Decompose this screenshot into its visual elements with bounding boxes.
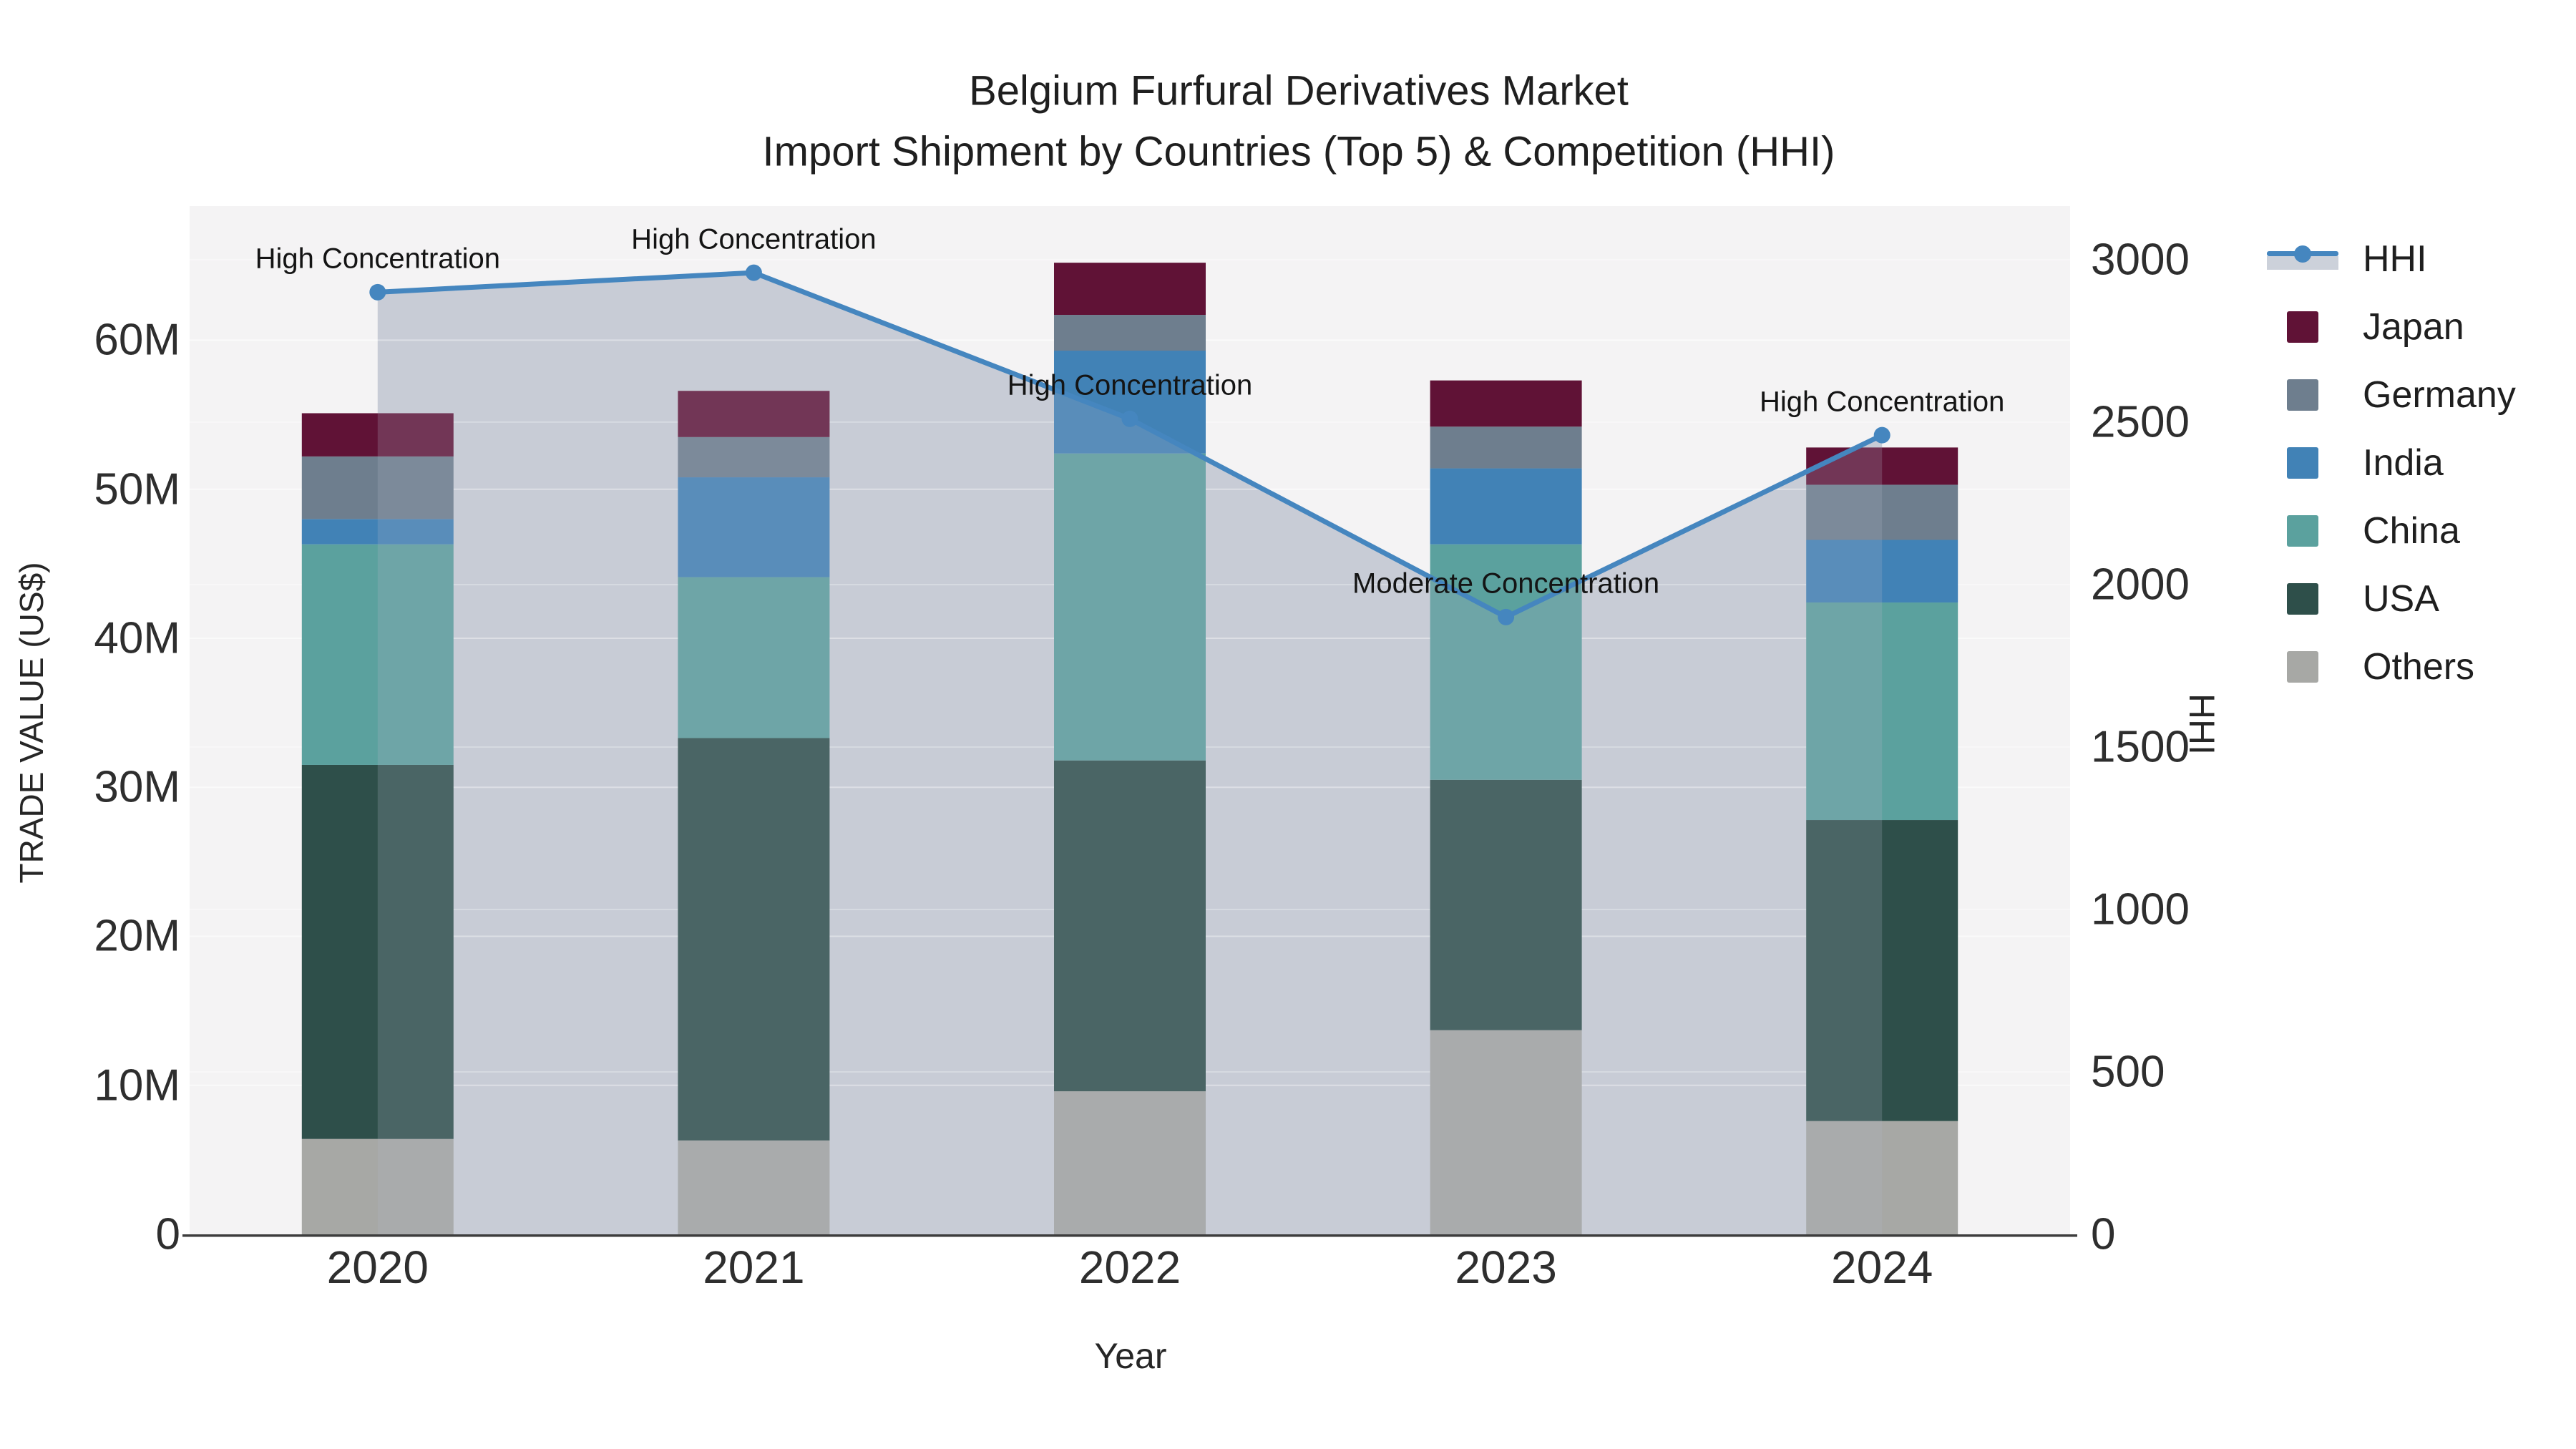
x-tick-label: 2020 (326, 1241, 429, 1293)
legend-item-label: USA (2363, 578, 2439, 620)
annotation-2020: High Concentration (255, 243, 501, 275)
legend-item-label: China (2363, 510, 2460, 552)
bar-segment-germany-2024[interactable] (1806, 484, 1958, 540)
legend-swatch-icon (2287, 583, 2318, 615)
hhi-area-overlay (377, 273, 1883, 1235)
y2-tick-label: 3000 (2091, 235, 2190, 285)
legend-item-label: HHI (2363, 238, 2427, 280)
y-tick-label: 20M (94, 911, 180, 961)
bar-segment-japan-2023[interactable] (1430, 380, 1582, 427)
bar-segment-india-2022[interactable] (1054, 351, 1206, 454)
y2-tick-label: 2000 (2091, 560, 2190, 610)
hhi-marker-2020[interactable] (369, 283, 386, 301)
legend-item-germany[interactable]: Germany (2267, 374, 2516, 416)
annotation-2022: High Concentration (1007, 369, 1253, 401)
bar-segment-india-2021[interactable] (678, 477, 830, 577)
bar-segment-india-2020[interactable] (301, 519, 454, 545)
y2-tick-label: 2500 (2091, 397, 2190, 447)
y2-tick-label: 1000 (2091, 884, 2190, 935)
legend-item-japan[interactable]: Japan (2267, 306, 2464, 348)
y-tick-label: 10M (94, 1060, 180, 1111)
legend-swatch-icon (2287, 515, 2318, 547)
y-tick-label: 0 (155, 1209, 180, 1259)
x-axis-title: Year (1094, 1336, 1167, 1376)
legend-item-china[interactable]: China (2267, 509, 2460, 552)
x-tick-label: 2022 (1078, 1241, 1181, 1293)
bar-segment-germany-2020[interactable] (301, 456, 454, 519)
bar-segment-china-2023[interactable] (1430, 544, 1582, 780)
bar-segment-others-2023[interactable] (1430, 1030, 1582, 1234)
legend-item-hhi[interactable]: HHI (2267, 238, 2427, 280)
legend-item-label: Germany (2363, 374, 2516, 416)
annotation-2023: Moderate Concentration (1352, 567, 1660, 600)
y2-tick-label: 500 (2091, 1047, 2165, 1097)
y-tick-label: 30M (94, 762, 180, 812)
annotation-2021: High Concentration (631, 223, 877, 255)
legend-item-label: Others (2363, 646, 2475, 688)
bar-segment-others-2024[interactable] (1806, 1121, 1958, 1234)
bar-segment-germany-2023[interactable] (1430, 426, 1582, 469)
bar-segment-china-2022[interactable] (1054, 453, 1206, 761)
y-tick-label: 60M (94, 315, 180, 365)
y-axis-title-left: TRADE VALUE (US$) (13, 562, 50, 884)
y2-tick-label: 0 (2091, 1209, 2116, 1259)
legend-swatch-icon (2287, 311, 2318, 343)
bar-segment-usa-2021[interactable] (678, 738, 830, 1141)
bar-segment-china-2024[interactable] (1806, 602, 1958, 821)
bar-segment-germany-2021[interactable] (678, 436, 830, 478)
hhi-marker-2022[interactable] (1121, 410, 1138, 427)
hhi-marker-2024[interactable] (1873, 426, 1890, 444)
bar-segment-china-2021[interactable] (678, 577, 830, 738)
hhi-marker-2021[interactable] (745, 264, 762, 281)
bar-segment-japan-2021[interactable] (678, 391, 830, 437)
legend-swatch-icon (2287, 379, 2318, 411)
y-tick-label: 50M (94, 464, 180, 514)
y-tick-label: 40M (94, 613, 180, 663)
bar-segment-japan-2024[interactable] (1806, 447, 1958, 485)
legend-swatch-icon (2287, 447, 2318, 479)
chart-title-line2: Import Shipment by Countries (Top 5) & C… (762, 128, 1835, 175)
annotation-2024: High Concentration (1759, 386, 2005, 418)
legend-item-label: India (2363, 442, 2444, 484)
hhi-legend-line-icon (2267, 245, 2338, 271)
legend-item-india[interactable]: India (2267, 441, 2444, 484)
bar-segment-others-2022[interactable] (1054, 1091, 1206, 1234)
hhi-marker-2023[interactable] (1498, 608, 1515, 625)
legend-swatch-icon (2287, 651, 2318, 683)
legend-item-others[interactable]: Others (2267, 645, 2474, 688)
legend-item-label: Japan (2363, 306, 2464, 348)
bar-segment-china-2020[interactable] (301, 544, 454, 765)
x-tick-label: 2024 (1831, 1241, 1933, 1293)
x-tick-label: 2023 (1455, 1241, 1557, 1293)
chart-title-line1: Belgium Furfural Derivatives Market (969, 67, 1629, 114)
bar-segment-usa-2023[interactable] (1430, 779, 1582, 1030)
bar-segment-usa-2022[interactable] (1054, 760, 1206, 1092)
bar-segment-india-2023[interactable] (1430, 468, 1582, 545)
x-axis-line (182, 1234, 2077, 1237)
x-tick-label: 2021 (703, 1241, 805, 1293)
y2-tick-label: 1500 (2091, 722, 2190, 772)
bar-segment-japan-2022[interactable] (1054, 263, 1206, 316)
legend-item-usa[interactable]: USA (2267, 577, 2439, 620)
bar-segment-others-2021[interactable] (678, 1140, 830, 1234)
bar-segment-usa-2020[interactable] (301, 764, 454, 1139)
bar-segment-usa-2024[interactable] (1806, 820, 1958, 1121)
bar-segment-germany-2022[interactable] (1054, 315, 1206, 351)
bar-segment-others-2020[interactable] (301, 1138, 454, 1234)
bar-segment-india-2024[interactable] (1806, 540, 1958, 602)
bar-segment-japan-2020[interactable] (301, 413, 454, 457)
